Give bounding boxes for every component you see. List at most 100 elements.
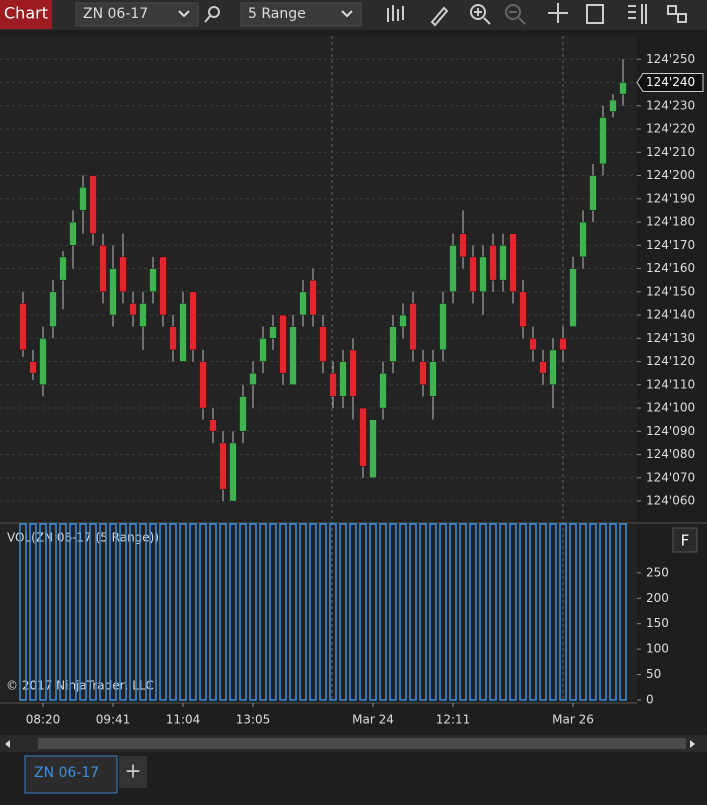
y-tick-label: 124'060 xyxy=(646,494,695,508)
candle-body xyxy=(489,245,497,281)
data-box-icon[interactable] xyxy=(586,4,604,24)
candle-body xyxy=(199,361,207,409)
candle-body xyxy=(219,442,227,490)
scroll-right[interactable] xyxy=(690,740,695,748)
y-tick-label: 124'150 xyxy=(646,284,695,298)
candle-body xyxy=(469,256,477,293)
tile-icon[interactable] xyxy=(667,5,687,23)
title-box xyxy=(0,0,52,29)
candle-body xyxy=(429,361,437,397)
volume-bar xyxy=(489,523,497,701)
y-tick-label: 124'110 xyxy=(646,377,695,391)
volume-bar xyxy=(559,523,567,701)
price-marker-label: 124'240 xyxy=(646,75,695,89)
volume-bar xyxy=(379,523,387,701)
volume-bar xyxy=(449,523,457,701)
candle-body xyxy=(339,361,347,397)
panel-button[interactable] xyxy=(672,527,698,553)
y-tick-label: 124'090 xyxy=(646,424,695,438)
crosshair-icon[interactable] xyxy=(548,3,568,23)
candle-body xyxy=(189,291,197,351)
candle-body xyxy=(559,338,567,351)
candle-body xyxy=(79,186,87,211)
candle-body xyxy=(179,303,187,362)
candle-body xyxy=(299,291,307,316)
y-tick-label: 124'100 xyxy=(646,401,695,415)
volume-bar xyxy=(479,523,487,701)
volume-bar xyxy=(539,523,547,701)
add-tab[interactable] xyxy=(119,756,147,788)
volume-bar xyxy=(249,523,257,701)
volume-bar xyxy=(429,523,437,701)
volume-bar xyxy=(519,523,527,701)
x-tick-label: 08:20 xyxy=(26,713,61,727)
candle-body xyxy=(589,175,597,211)
candle-body xyxy=(619,82,627,95)
candle-body xyxy=(29,361,37,374)
candle-body xyxy=(349,349,357,397)
volume-bar xyxy=(179,523,187,701)
candle-body xyxy=(529,338,537,351)
volume-bar xyxy=(599,523,607,701)
y-tick-label: 124'180 xyxy=(646,215,695,229)
dropdown-arrow xyxy=(341,10,353,18)
volume-bar xyxy=(289,523,297,701)
volume-bar xyxy=(359,523,367,701)
candle-body xyxy=(69,221,77,246)
volume-bar xyxy=(319,523,327,701)
volume-bar xyxy=(49,523,57,701)
volume-bar xyxy=(389,523,397,701)
candle-body xyxy=(309,279,317,316)
volume-bar xyxy=(469,523,477,701)
period-select[interactable] xyxy=(240,2,362,27)
volume-bar xyxy=(399,523,407,701)
candle-body xyxy=(579,221,587,258)
volume-bar xyxy=(29,523,37,701)
candle-body xyxy=(449,245,457,293)
volume-bar xyxy=(439,523,447,701)
volume-bar xyxy=(209,523,217,701)
x-tick-label: 11:04 xyxy=(166,713,201,727)
y-tick-label: 124'200 xyxy=(646,168,695,182)
y-tick-label: 0 xyxy=(646,693,654,707)
candle-body xyxy=(129,303,137,316)
volume-bar xyxy=(409,523,417,701)
candle-body xyxy=(499,245,507,281)
search-icon[interactable] xyxy=(204,6,220,23)
volume-bar xyxy=(169,523,177,701)
candle-body xyxy=(139,303,147,327)
volume-bar xyxy=(309,523,317,701)
zoom-out-icon[interactable] xyxy=(505,4,526,25)
x-tick-label: 09:41 xyxy=(96,713,131,727)
y-tick-label: 100 xyxy=(646,642,669,656)
properties-icon[interactable] xyxy=(628,4,647,24)
volume-bar xyxy=(299,523,307,701)
candle-body xyxy=(569,268,577,327)
volume-bar xyxy=(499,523,507,701)
scroll-thumb[interactable] xyxy=(38,738,686,749)
volume-bar xyxy=(349,523,357,701)
candle-body xyxy=(379,372,387,409)
scroll-left[interactable] xyxy=(5,740,10,748)
price-marker xyxy=(636,73,704,93)
y-tick-label: 200 xyxy=(646,591,669,605)
volume-bar xyxy=(549,523,557,701)
candle-body xyxy=(19,303,27,351)
volume-bar xyxy=(59,523,67,701)
volume-bar xyxy=(239,523,247,701)
bar-style-icon[interactable] xyxy=(387,5,404,22)
volume-bar xyxy=(619,523,627,701)
y-tick-label: 124'160 xyxy=(646,261,695,275)
volume-title: VOL(ZN 06-17 (5 Range)) xyxy=(7,531,159,545)
candle-body xyxy=(109,268,117,316)
volume-bar xyxy=(229,523,237,701)
candle-body xyxy=(269,326,277,339)
draw-icon[interactable] xyxy=(430,6,449,27)
tab[interactable] xyxy=(24,755,118,794)
volume-bar xyxy=(89,523,97,701)
instrument-select[interactable] xyxy=(75,2,199,27)
candle-body xyxy=(259,338,267,362)
zoom-in-icon[interactable] xyxy=(470,4,491,25)
volume-bar xyxy=(529,523,537,701)
